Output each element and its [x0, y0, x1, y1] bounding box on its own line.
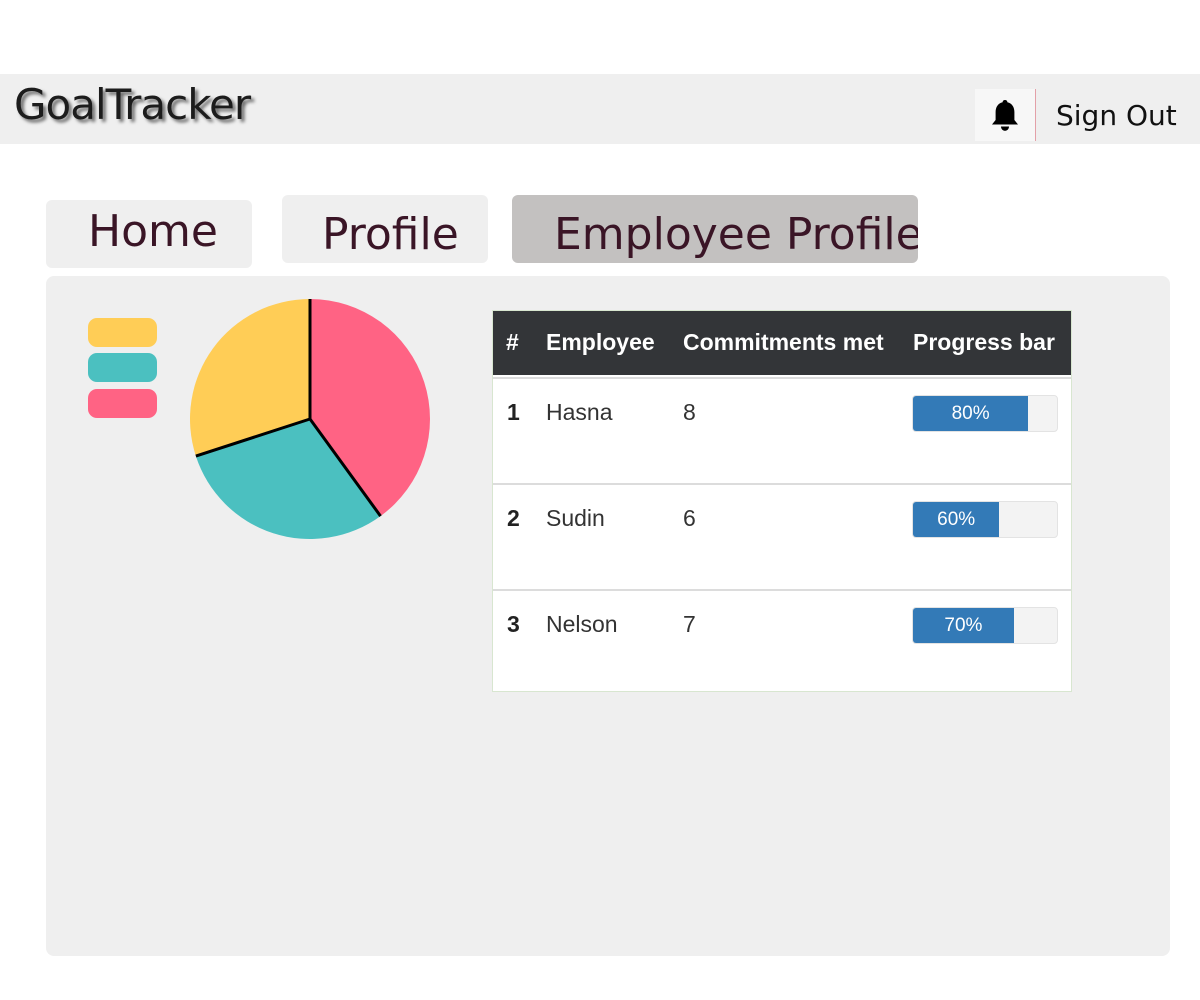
row-number: 3	[507, 611, 520, 637]
app-logo: GoalTracker	[14, 80, 251, 129]
pie-slice	[189, 299, 310, 457]
employee-name: Nelson	[546, 611, 618, 637]
column-header-progress: Progress bar	[913, 329, 1055, 355]
column-header-commitments: Commitments met	[683, 329, 884, 355]
pie-slice	[310, 299, 431, 517]
bell-icon	[992, 100, 1018, 131]
commitments-met: 6	[683, 505, 696, 531]
progress-bar: 80%	[912, 395, 1058, 432]
employee-table: # Employee Commitments met Progress bar …	[492, 310, 1072, 692]
column-header-employee: Employee	[546, 329, 655, 355]
tab-employee-profiles[interactable]: Employee Profiles	[512, 195, 918, 263]
row-number: 2	[507, 505, 520, 531]
table-header: # Employee Commitments met Progress bar	[493, 311, 1071, 375]
notifications-button[interactable]	[975, 89, 1036, 141]
legend-swatch	[88, 353, 157, 382]
commitments-met: 8	[683, 399, 696, 425]
table-row: 2 Sudin 6 60%	[493, 483, 1071, 587]
progress-bar: 70%	[912, 607, 1058, 644]
table-row: 3 Nelson 7 70%	[493, 589, 1071, 693]
column-header-number: #	[506, 329, 519, 355]
employee-name: Hasna	[546, 399, 613, 425]
row-number: 1	[507, 399, 520, 425]
progress-fill: 80%	[913, 396, 1029, 431]
employee-name: Sudin	[546, 505, 605, 531]
header-bar: GoalTracker Sign Out	[0, 74, 1200, 144]
pie-slice	[195, 419, 381, 539]
legend-swatch	[88, 318, 157, 347]
sign-out-link[interactable]: Sign Out	[1056, 99, 1177, 132]
tab-profile[interactable]: Profile	[282, 195, 488, 263]
tab-home[interactable]: Home	[46, 200, 252, 268]
pie-slice-divider	[308, 418, 382, 517]
table-row: 1 Hasna 8 80%	[493, 377, 1071, 481]
progress-fill: 70%	[913, 608, 1014, 643]
progress-bar: 60%	[912, 501, 1058, 538]
pie-chart	[189, 299, 431, 539]
pie-slice-divider	[195, 417, 311, 458]
commitments-met: 7	[683, 611, 696, 637]
legend-swatch	[88, 389, 157, 418]
progress-fill: 60%	[913, 502, 1000, 537]
